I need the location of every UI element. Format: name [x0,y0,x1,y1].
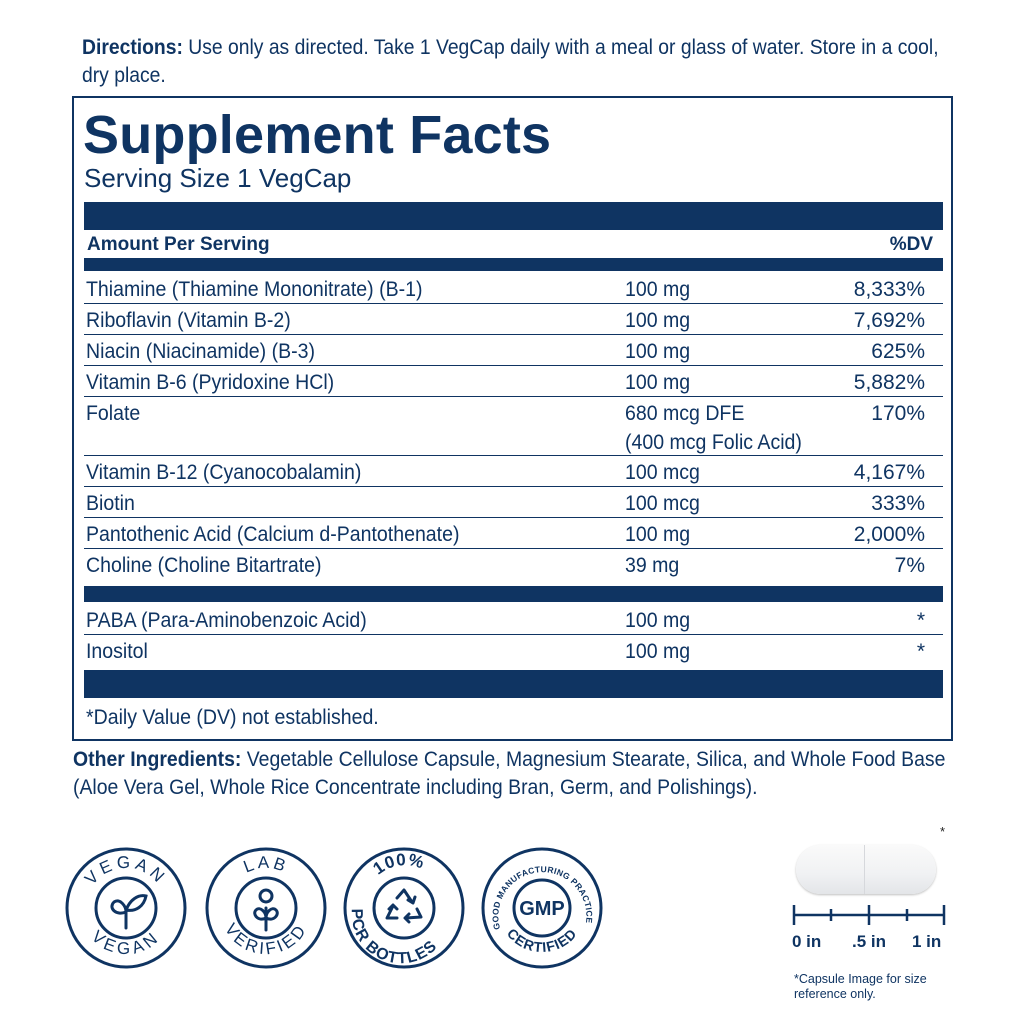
lab-verified-badge: LAB VERIFIED [204,846,328,970]
nutrient-amount: 39 mg [625,554,680,577]
nutrient-name: Niacin (Niacinamide) (B-3) [86,340,315,363]
nutrient-name: Pantothenic Acid (Calcium d-Pantothenate… [86,523,460,546]
divider-bar-thin [84,258,943,271]
nutrient-amount: 100 mg [625,309,691,332]
nutrient-dv: 5,882% [853,371,925,394]
svg-text:CERTIFIED: CERTIFIED [504,925,580,955]
table-row: Thiamine (Thiamine Mononitrate) (B-1) 10… [84,273,943,304]
amount-line-2: (400 mcg Folic Acid) [625,431,802,454]
facts-title: Supplement Facts [83,105,552,165]
nutrient-name: Biotin [86,492,135,515]
nutrient-amount: 100 mcg [625,461,700,484]
table-row: Riboflavin (Vitamin B-2) 100 mg 7,692% [84,304,943,335]
nutrient-dv: 7% [894,554,925,577]
divider-bar-thick [84,202,943,230]
pcr-bottles-badge: 100% PCR BOTTLES [342,846,466,970]
table-row: Vitamin B-6 (Pyridoxine HCl) 100 mg 5,88… [84,366,943,397]
svg-text:LAB: LAB [241,853,291,877]
svg-text:GMP: GMP [519,898,565,920]
svg-text:VEGAN: VEGAN [88,927,164,958]
table-row: Choline (Choline Bitartrate) 39 mg 7% [84,549,943,580]
nutrient-amount: 680 mcg DFE (400 mcg Folic Acid) [625,399,802,457]
divider-bar-thick-bottom [84,670,943,698]
nutrient-amount: 100 mg [625,609,691,632]
recycle-icon: 100% PCR BOTTLES [343,847,465,969]
nutrient-dv: 2,000% [853,523,925,546]
table-row: Pantothenic Acid (Calcium d-Pantothenate… [84,518,943,549]
nutrient-dv: 170% [871,402,925,425]
nutrient-name: Thiamine (Thiamine Mononitrate) (B-1) [86,278,423,301]
table-row: Biotin 100 mcg 333% [84,487,943,518]
nutrient-dv: * [916,609,925,632]
nutrient-amount: 100 mg [625,340,691,363]
directions-label: Directions: [82,36,183,59]
ruler-label-0: 0 in [792,932,822,951]
nutrient-name: Vitamin B-12 (Cyanocobalamin) [86,461,362,484]
capsule-asterisk: * [940,824,946,839]
capsule-image [796,845,936,894]
other-ingredients: Other Ingredients: Vegetable Cellulose C… [73,746,961,802]
nutrient-name: Inositol [86,640,148,663]
non-dv-rows: PABA (Para-Aminobenzoic Acid) 100 mg * I… [84,604,943,666]
header-amount-per-serving: Amount Per Serving [87,234,270,255]
amount-line-1: 680 mcg DFE [625,402,745,425]
supplement-facts-panel: Supplement Facts Serving Size 1 VegCap A… [72,96,953,741]
ruler-labels: 0 in .5 in 1 in [790,932,960,956]
gmp-icon: GOOD MANUFACTURING PRACTICE CERTIFIED GM… [481,847,603,969]
directions-body: Use only as directed. Take 1 VegCap dail… [82,36,939,87]
table-row: PABA (Para-Aminobenzoic Acid) 100 mg * [84,604,943,635]
nutrient-amount: 100 mg [625,278,691,301]
nutrient-amount: 100 mg [625,371,691,394]
directions-text: Directions: Use only as directed. Take 1… [82,34,965,90]
nutrient-name: PABA (Para-Aminobenzoic Acid) [86,609,367,632]
nutrient-name: Folate [86,402,141,425]
other-ingredients-label: Other Ingredients: [73,748,242,771]
table-row: Niacin (Niacinamide) (B-3) 100 mg 625% [84,335,943,366]
other-ingredients-body: Vegetable Cellulose Capsule, Magnesium S… [73,748,946,799]
capsule-seam [864,845,865,894]
ruler-label-1: 1 in [912,932,942,951]
nutrient-dv: 7,692% [853,309,925,332]
divider-bar-medium [84,586,943,602]
vegan-badge: VEGAN VEGAN [64,846,188,970]
table-row: Folate 680 mcg DFE (400 mcg Folic Acid) 1… [84,397,943,456]
ruler-label-half: .5 in [852,932,887,951]
nutrient-dv: 333% [871,492,925,515]
nutrient-name: Riboflavin (Vitamin B-2) [86,309,291,332]
capsule-note: *Capsule Image for size reference only. [794,972,927,1001]
ruler-scale-icon [792,905,946,925]
dv-footnote: *Daily Value (DV) not established. [86,706,379,729]
nutrient-amount: 100 mg [625,640,691,663]
table-header: Amount Per Serving %DV [84,232,943,258]
nutrient-amount: 100 mcg [625,492,700,515]
nutrient-dv: 625% [871,340,925,363]
nutrient-rows: Thiamine (Thiamine Mononitrate) (B-1) 10… [84,273,943,580]
serving-size: Serving Size 1 VegCap [84,163,352,193]
vegan-sprout-icon: VEGAN VEGAN [65,847,187,969]
nutrient-dv: 8,333% [853,278,925,301]
gmp-certified-badge: GOOD MANUFACTURING PRACTICE CERTIFIED GM… [480,846,604,970]
nutrient-amount: 100 mg [625,523,691,546]
nutrient-name: Choline (Choline Bitartrate) [86,554,322,577]
capsule-size-reference: * 0 in .5 in 1 in *Capsule Image for siz… [780,820,970,1010]
table-row: Inositol 100 mg * [84,635,943,666]
header-dv: %DV [889,234,933,255]
nutrient-name: Vitamin B-6 (Pyridoxine HCl) [86,371,335,394]
lab-verified-plant-icon: LAB VERIFIED [205,847,327,969]
table-row: Vitamin B-12 (Cyanocobalamin) 100 mcg 4,… [84,456,943,487]
nutrient-dv: * [916,640,925,663]
nutrient-dv: 4,167% [853,461,925,484]
